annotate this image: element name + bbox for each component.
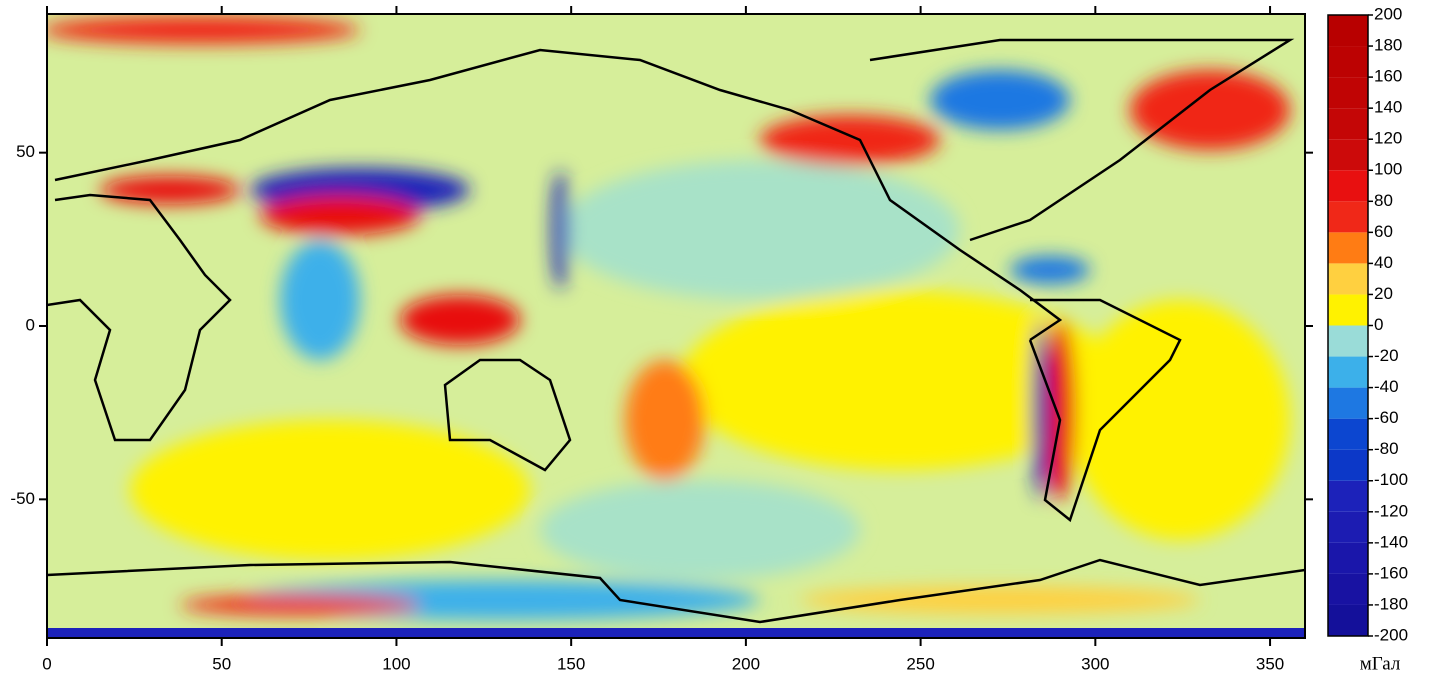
colorbar-band	[1328, 511, 1368, 543]
x-tick-label: 50	[212, 654, 231, 673]
colorbar-band	[1328, 263, 1368, 295]
colorbar-band	[1328, 201, 1368, 233]
colorbar-band	[1328, 604, 1368, 636]
colorbar-tick-label: -20	[1374, 346, 1399, 365]
colorbar-tick-label: -140	[1374, 532, 1408, 551]
colorbar-tick-label: 20	[1374, 284, 1393, 303]
y-tick-label: 0	[26, 315, 35, 334]
colorbar-tick-label: -200	[1374, 625, 1408, 644]
colorbar-tick-label: 40	[1374, 253, 1393, 272]
x-tick-label: 100	[382, 654, 410, 673]
colorbar-band	[1328, 15, 1368, 47]
colorbar-tick-label: 180	[1374, 36, 1402, 55]
x-tick-label: 150	[557, 654, 585, 673]
colorbar-tick-label: 140	[1374, 98, 1402, 117]
colorbar-tick-label: -60	[1374, 408, 1399, 427]
colorbar-tick-label: -160	[1374, 563, 1408, 582]
x-tick-label: 0	[42, 654, 51, 673]
colorbar-tick-label: 200	[1374, 4, 1402, 23]
colorbar-band	[1328, 108, 1368, 140]
colorbar-tick-label: -100	[1374, 470, 1408, 489]
colorbar-band	[1328, 325, 1368, 357]
colorbar-band	[1328, 480, 1368, 512]
x-tick-label: 350	[1256, 654, 1284, 673]
colorbar-band	[1328, 418, 1368, 450]
colorbar-tick-label: 80	[1374, 191, 1393, 210]
colorbar-band	[1328, 542, 1368, 574]
colorbar-tick-label: 0	[1374, 315, 1383, 334]
colorbar-tick-label: 160	[1374, 67, 1402, 86]
colorbar-band	[1328, 356, 1368, 388]
colorbar-band	[1328, 170, 1368, 202]
colorbar-band	[1328, 573, 1368, 605]
colorbar-label: мГал	[1360, 653, 1401, 674]
colorbar-tick-label: 120	[1374, 129, 1402, 148]
colorbar-tick-label: -80	[1374, 439, 1399, 458]
colorbar-tick-label: 100	[1374, 160, 1402, 179]
x-tick-label: 300	[1081, 654, 1109, 673]
colorbar-band	[1328, 46, 1368, 78]
colorbar-tick-label: -40	[1374, 377, 1399, 396]
colorbar-band	[1328, 294, 1368, 326]
x-tick-label: 200	[732, 654, 760, 673]
x-tick-label: 250	[906, 654, 934, 673]
y-tick-label: -50	[10, 489, 35, 508]
colorbar-band	[1328, 387, 1368, 419]
colorbar-tick-label: -120	[1374, 501, 1408, 520]
colorbar-tick-label: 60	[1374, 222, 1393, 241]
colorbar-band	[1328, 449, 1368, 481]
colorbar-tick-label: -180	[1374, 594, 1408, 613]
colorbar-band	[1328, 77, 1368, 109]
y-tick-label: 50	[16, 142, 35, 161]
colorbar-band	[1328, 232, 1368, 264]
anomaly-field	[47, 14, 1305, 638]
colorbar-band	[1328, 139, 1368, 171]
